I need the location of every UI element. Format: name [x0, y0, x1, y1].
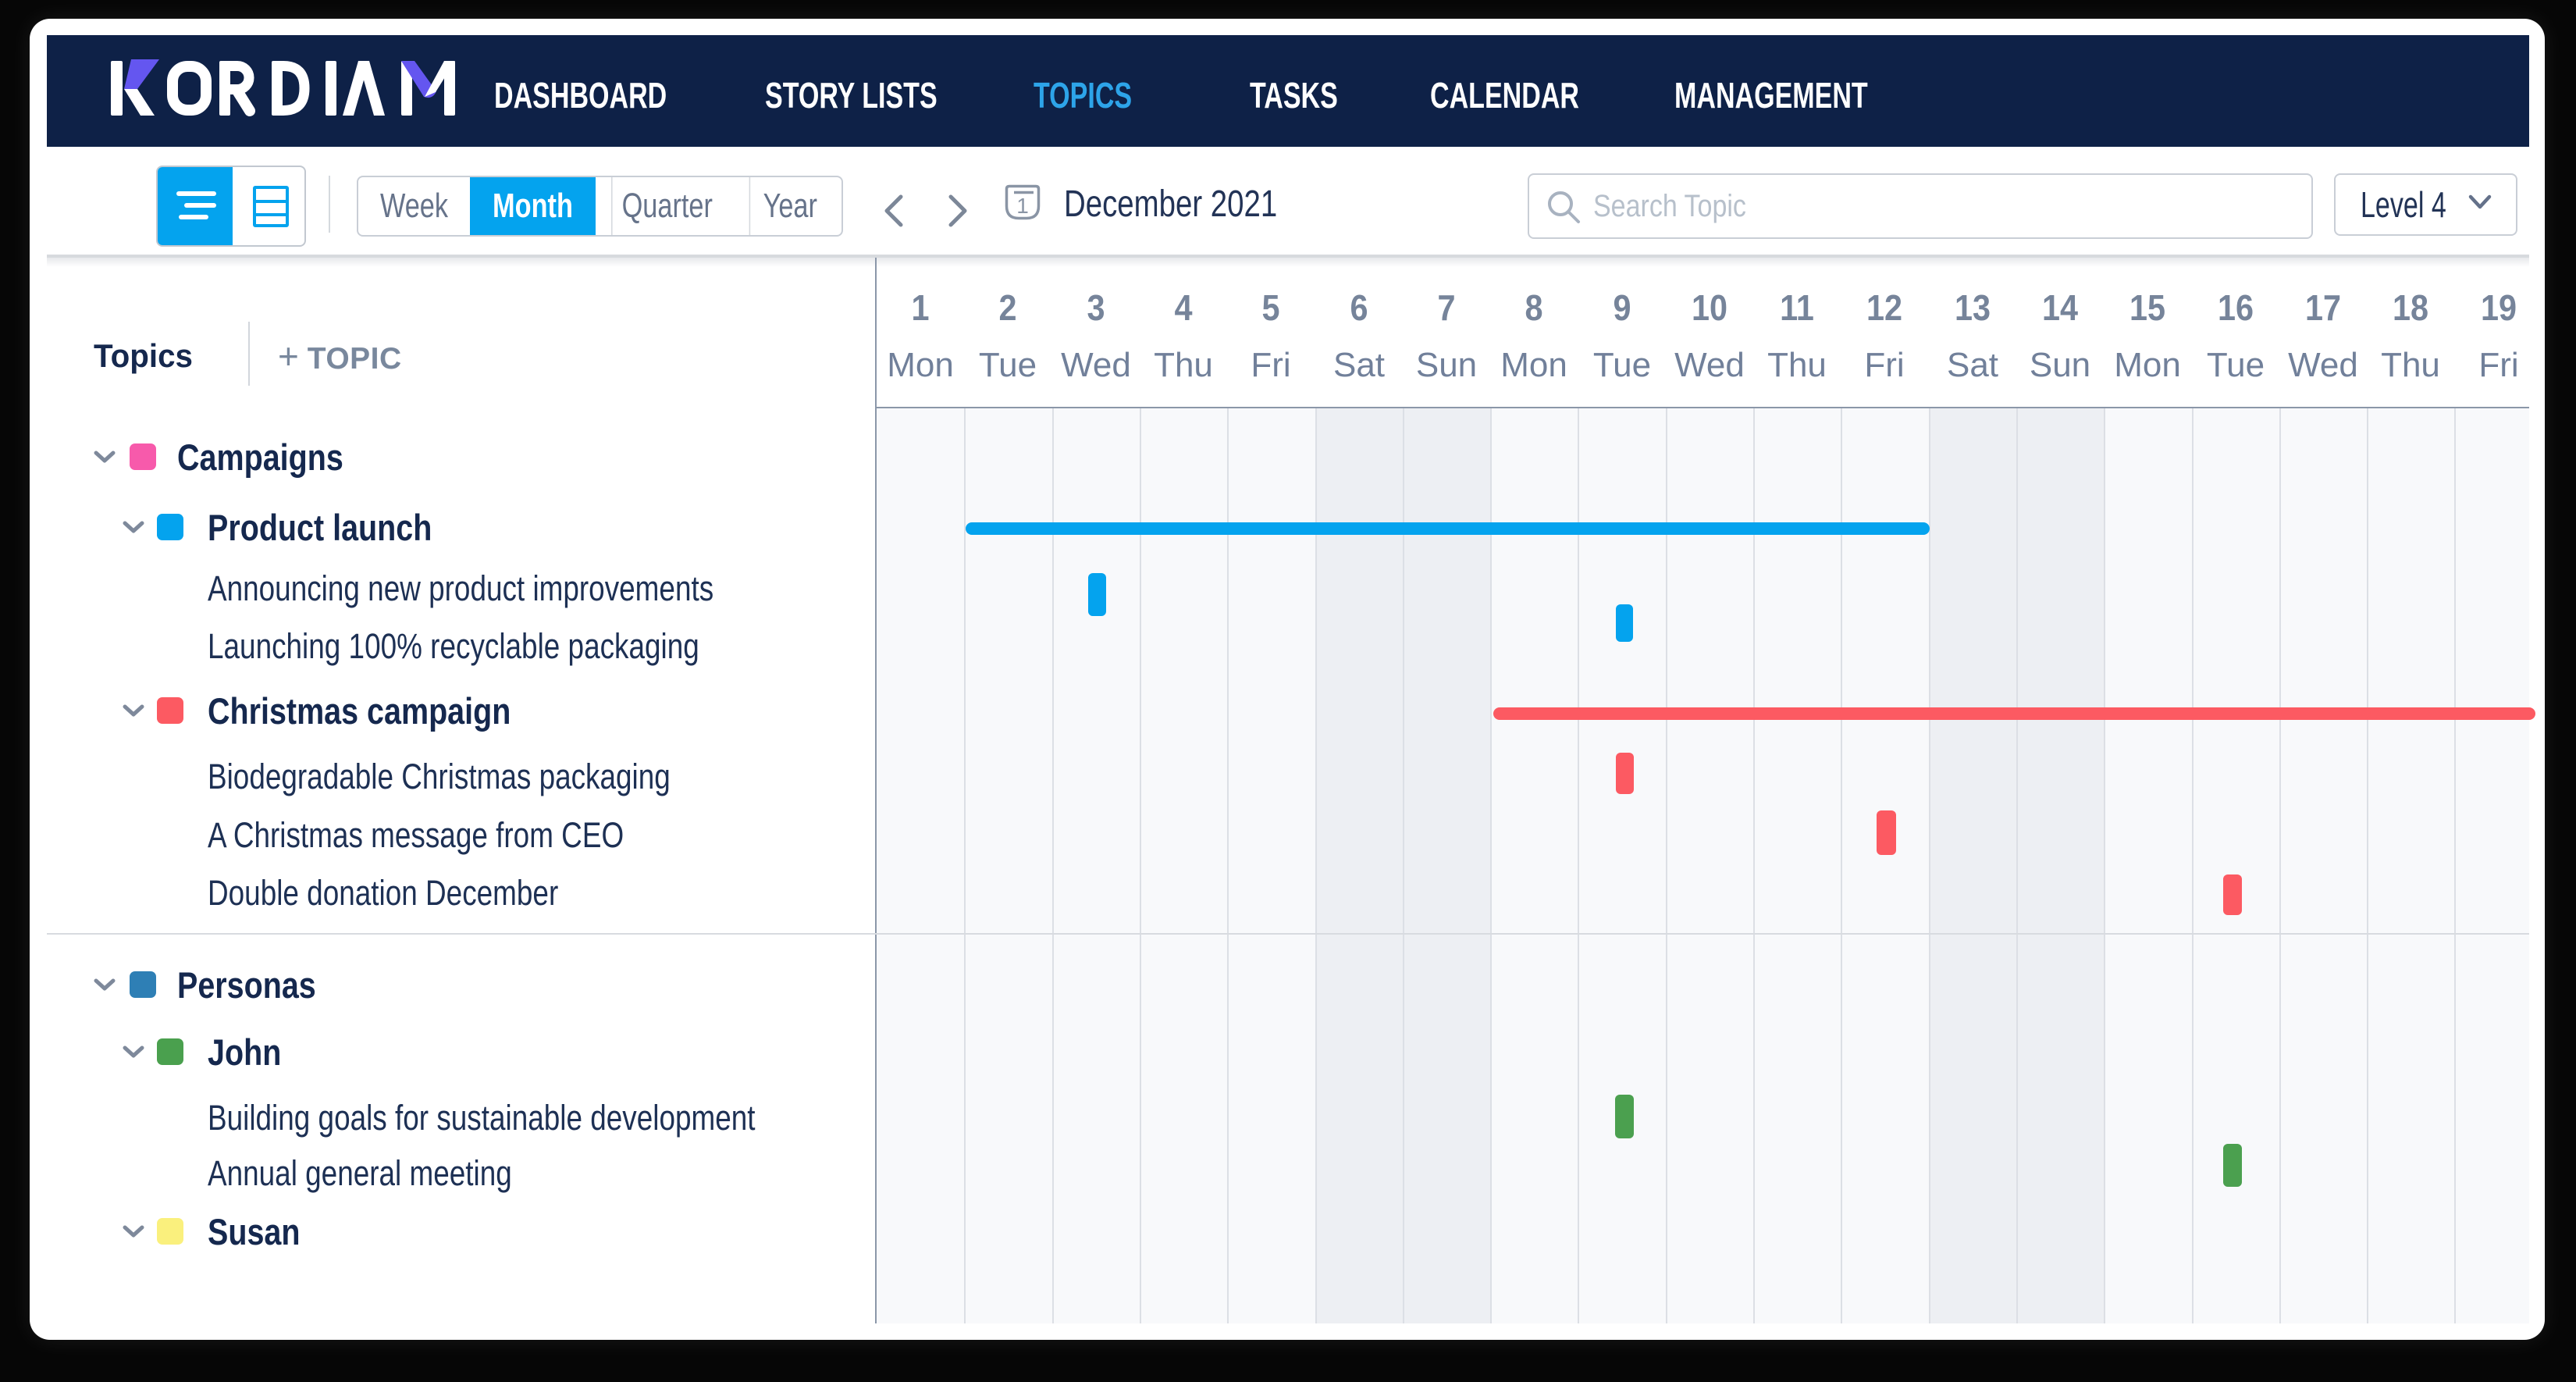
svg-text:1: 1 — [1016, 194, 1029, 218]
